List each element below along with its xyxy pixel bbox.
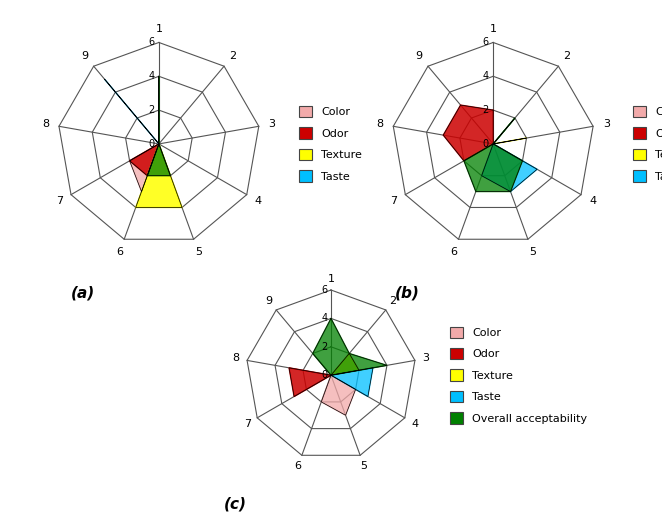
Text: (c): (c) [224,496,246,511]
Text: 4: 4 [255,196,262,207]
Polygon shape [331,354,359,375]
Legend: Color, Odor, Texture, Taste: Color, Odor, Texture, Taste [295,103,365,185]
Text: 8: 8 [42,119,49,129]
Text: 7: 7 [56,196,63,207]
Text: 3: 3 [269,119,275,129]
Text: 4: 4 [321,314,328,323]
Text: 6: 6 [148,38,155,47]
Text: 4: 4 [589,196,596,207]
Text: (a): (a) [71,285,95,301]
Text: 7: 7 [244,418,251,429]
Text: 0: 0 [321,370,328,380]
Text: 9: 9 [416,51,423,61]
Text: 2: 2 [321,342,328,352]
Text: 2: 2 [389,296,397,306]
Text: 4: 4 [148,71,155,81]
Text: 8: 8 [232,354,240,363]
Polygon shape [464,118,522,192]
Polygon shape [331,368,373,396]
Text: 4: 4 [411,418,418,429]
Polygon shape [321,375,355,415]
Text: 5: 5 [361,461,367,471]
Text: 6: 6 [483,38,489,47]
Text: 2: 2 [563,51,571,61]
Text: 6: 6 [116,247,123,257]
Polygon shape [130,144,159,176]
Polygon shape [105,79,159,144]
Legend: Color, Odor, Texture, Taste: Color, Odor, Texture, Taste [630,103,662,185]
Text: 2: 2 [229,51,236,61]
Text: 9: 9 [265,296,273,306]
Text: 3: 3 [603,119,610,129]
Text: 6: 6 [450,247,457,257]
Polygon shape [493,138,526,144]
Polygon shape [148,76,170,176]
Text: 8: 8 [377,119,383,129]
Text: 1: 1 [156,24,162,34]
Text: 6: 6 [295,461,301,471]
Polygon shape [130,144,159,192]
Text: 1: 1 [490,24,496,34]
Polygon shape [136,144,182,208]
Polygon shape [444,105,493,161]
Text: 5: 5 [195,247,202,257]
Text: 0: 0 [483,139,489,149]
Legend: Color, Odor, Texture, Taste, Overall acceptability: Color, Odor, Texture, Taste, Overall acc… [447,323,591,427]
Text: 9: 9 [81,51,89,61]
Text: 7: 7 [390,196,397,207]
Text: 4: 4 [483,71,489,81]
Text: 3: 3 [422,354,430,363]
Text: 2: 2 [483,105,489,115]
Polygon shape [312,318,387,375]
Text: 5: 5 [529,247,536,257]
Text: 1: 1 [328,273,334,284]
Text: (b): (b) [395,285,420,301]
Text: 0: 0 [148,139,155,149]
Polygon shape [482,144,537,192]
Text: 2: 2 [148,105,155,115]
Text: 6: 6 [321,285,328,295]
Polygon shape [289,368,331,396]
